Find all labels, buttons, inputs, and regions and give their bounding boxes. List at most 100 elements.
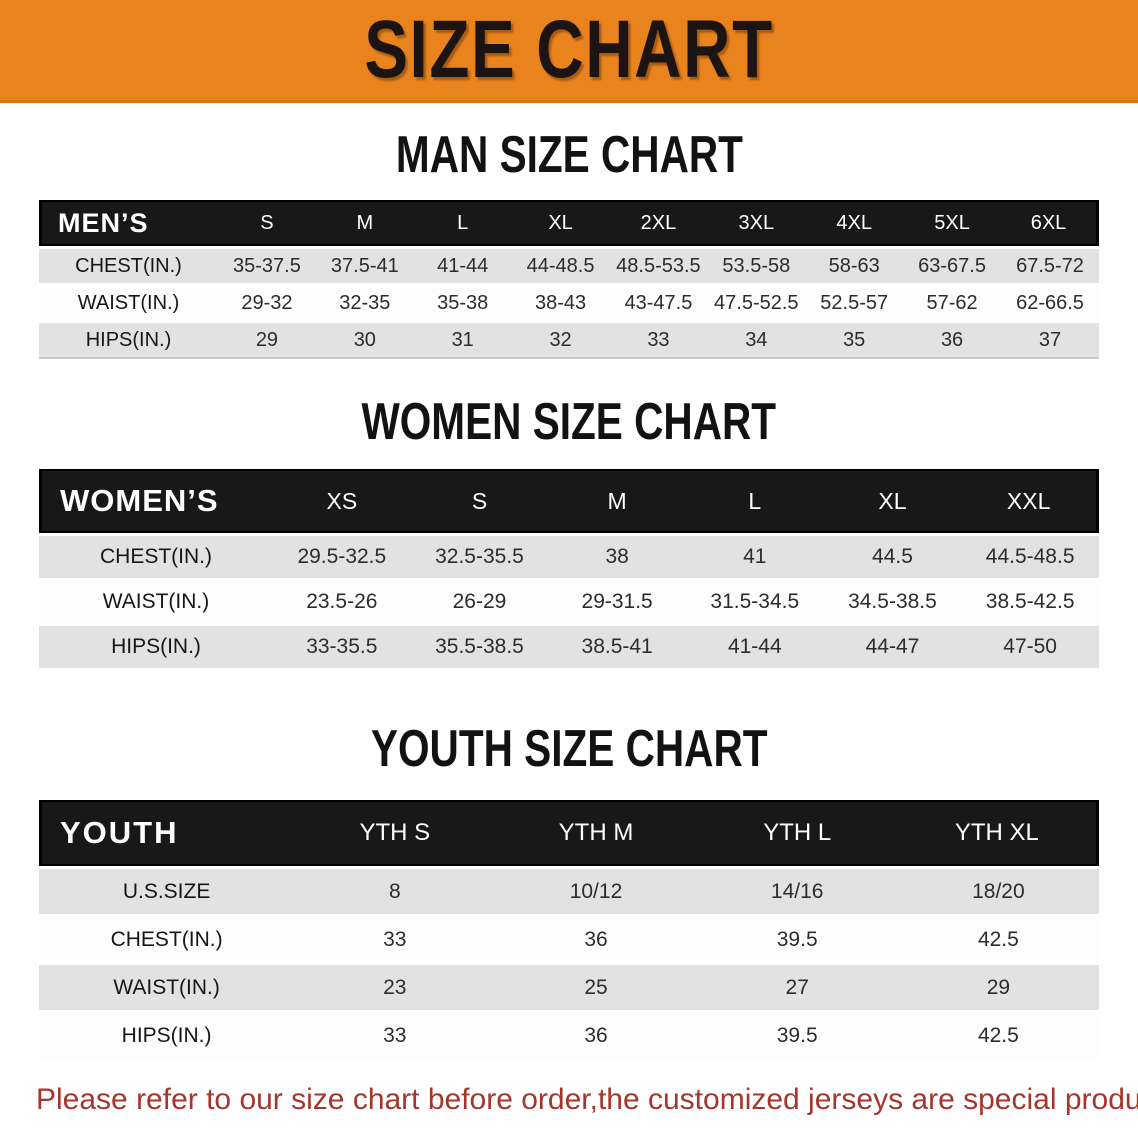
size-value: 32-35 <box>315 286 414 320</box>
disclaimer: Please refer to our size chart before or… <box>0 1077 1138 1132</box>
size-value: 29 <box>218 323 316 359</box>
size-value: 37.5-41 <box>315 249 414 283</box>
size-value: 36 <box>903 323 1001 359</box>
size-column-header: 4XL <box>805 200 904 246</box>
size-column-header: 6XL <box>1001 200 1099 246</box>
size-value: 62-66.5 <box>1001 286 1099 320</box>
size-value: 36 <box>495 1013 697 1058</box>
measurement-label: CHEST(IN.) <box>39 917 295 962</box>
size-value: 30 <box>315 323 414 359</box>
size-value: 18/20 <box>897 869 1099 914</box>
table-group-label: WOMEN’S <box>39 469 273 533</box>
size-value: 38-43 <box>511 286 610 320</box>
size-value: 31 <box>413 323 512 359</box>
men-size-table: MEN’S S M L XL 2XL 3XL 4XL 5XL 6XL CHEST(IN.) 35-37… <box>39 197 1099 362</box>
size-value: 44-48.5 <box>511 249 610 283</box>
measurement-label: CHEST(IN.) <box>39 249 218 283</box>
size-value: 58-63 <box>805 249 904 283</box>
size-column-header: XL <box>511 200 610 246</box>
size-value: 36 <box>495 917 697 962</box>
man-section-title-text: MAN SIZE CHART <box>395 126 743 184</box>
size-value: 52.5-57 <box>805 286 904 320</box>
size-value: 47-50 <box>961 626 1099 668</box>
size-value: 47.5-52.5 <box>707 286 806 320</box>
women-section-title-text: WOMEN SIZE CHART <box>361 393 777 451</box>
size-column-header: 2XL <box>609 200 708 246</box>
size-value: 29 <box>897 965 1099 1010</box>
table-header-row: MEN’S S M L XL 2XL 3XL 4XL 5XL 6XL <box>39 200 1099 246</box>
measurement-label: WAIST(IN.) <box>39 965 295 1010</box>
size-value: 35 <box>805 323 904 359</box>
size-column-header: YTH XL <box>897 800 1099 866</box>
size-value: 57-62 <box>903 286 1001 320</box>
table-row: CHEST(IN.) 35-37.5 37.5-41 41-44 44-48.5 48.5… <box>39 249 1099 283</box>
measurement-label: HIPS(IN.) <box>39 626 273 668</box>
size-value: 8 <box>294 869 496 914</box>
table-row: WAIST(IN.) 29-32 32-35 35-38 38-43 43-47.5 47.… <box>39 286 1099 320</box>
size-value: 29.5-32.5 <box>273 536 411 578</box>
table-row: CHEST(IN.) 33 36 39.5 42.5 <box>39 917 1099 962</box>
size-value: 37 <box>1001 323 1099 359</box>
size-value: 26-29 <box>410 581 549 623</box>
size-value: 67.5-72 <box>1001 249 1099 283</box>
size-value: 42.5 <box>897 917 1099 962</box>
size-value: 44-47 <box>823 626 962 668</box>
disclaimer-line-2: we don't accept cancel, change, teturn o… <box>36 1124 1102 1132</box>
size-value: 31.5-34.5 <box>685 581 824 623</box>
size-value: 35-37.5 <box>218 249 316 283</box>
size-value: 34 <box>707 323 806 359</box>
size-column-header: YTH L <box>696 800 898 866</box>
size-value: 32.5-35.5 <box>410 536 549 578</box>
measurement-label: CHEST(IN.) <box>39 536 273 578</box>
table-row: U.S.SIZE 8 10/12 14/16 18/20 <box>39 869 1099 914</box>
size-value: 39.5 <box>696 917 898 962</box>
table-group-label: MEN’S <box>39 200 218 246</box>
disclaimer-line-1: Please refer to our size chart before or… <box>36 1083 1138 1116</box>
size-column-header: M <box>548 469 686 533</box>
table-header-row: YOUTH YTH S YTH M YTH L YTH XL <box>39 800 1099 866</box>
size-value: 35.5-38.5 <box>410 626 549 668</box>
table-row: WAIST(IN.) 23.5-26 26-29 29-31.5 31.5-34.5 34… <box>39 581 1099 623</box>
size-column-header: XS <box>273 469 411 533</box>
size-value: 33 <box>294 1013 496 1058</box>
size-value: 41-44 <box>413 249 512 283</box>
youth-section-title-text: YOUTH SIZE CHART <box>370 720 768 778</box>
table-row: HIPS(IN.) 33 36 39.5 42.5 <box>39 1013 1099 1058</box>
table-header-row: WOMEN’S XS S M L XL XXL <box>39 469 1099 533</box>
size-column-header: 5XL <box>903 200 1001 246</box>
women-section-title: WOMEN SIZE CHART <box>0 396 1138 448</box>
measurement-label: HIPS(IN.) <box>39 1013 295 1058</box>
size-column-header: L <box>685 469 824 533</box>
size-value: 53.5-58 <box>707 249 806 283</box>
size-value: 27 <box>696 965 898 1010</box>
size-column-header: S <box>218 200 316 246</box>
size-value: 38.5-41 <box>548 626 686 668</box>
measurement-label: WAIST(IN.) <box>39 581 273 623</box>
size-column-header: M <box>315 200 414 246</box>
size-value: 14/16 <box>696 869 898 914</box>
table-row: HIPS(IN.) 29 30 31 32 33 34 35 36 37 <box>39 323 1099 359</box>
size-value: 38 <box>548 536 686 578</box>
man-section-title: MAN SIZE CHART <box>0 129 1138 181</box>
size-value: 33 <box>609 323 708 359</box>
size-column-header: YTH S <box>294 800 496 866</box>
size-value: 34.5-38.5 <box>823 581 962 623</box>
size-value: 35-38 <box>413 286 512 320</box>
size-value: 29-31.5 <box>548 581 686 623</box>
size-value: 23 <box>294 965 496 1010</box>
measurement-label: WAIST(IN.) <box>39 286 218 320</box>
size-value: 48.5-53.5 <box>609 249 708 283</box>
measurement-label: HIPS(IN.) <box>39 323 218 359</box>
table-row: HIPS(IN.) 33-35.5 35.5-38.5 38.5-41 41-44 44-… <box>39 626 1099 668</box>
size-chart-banner: SIZE CHART <box>0 0 1138 103</box>
measurement-label: U.S.SIZE <box>39 869 295 914</box>
size-column-header: S <box>410 469 549 533</box>
size-column-header: YTH M <box>495 800 697 866</box>
size-value: 10/12 <box>495 869 697 914</box>
youth-size-table: YOUTH YTH S YTH M YTH L YTH XL U.S.SIZE 8 10/12… <box>39 797 1099 1061</box>
table-row: WAIST(IN.) 23 25 27 29 <box>39 965 1099 1010</box>
size-value: 29-32 <box>218 286 316 320</box>
size-value: 43-47.5 <box>609 286 708 320</box>
size-value: 38.5-42.5 <box>961 581 1099 623</box>
size-value: 44.5-48.5 <box>961 536 1099 578</box>
